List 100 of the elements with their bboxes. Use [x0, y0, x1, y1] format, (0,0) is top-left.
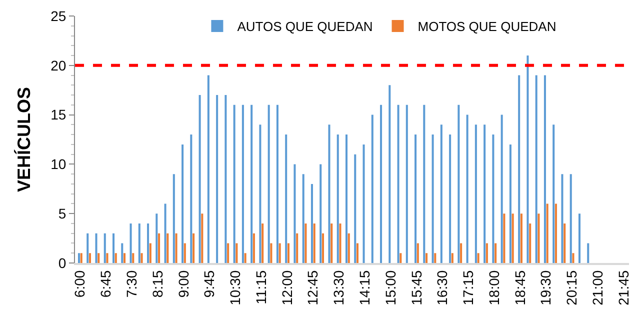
bar [216, 95, 218, 263]
bar [520, 214, 522, 263]
bar [276, 104, 278, 263]
bar [294, 164, 296, 263]
bar [182, 144, 184, 263]
bar [388, 85, 391, 263]
bar [380, 104, 382, 263]
bar [578, 214, 580, 263]
bar [474, 124, 477, 263]
bar [132, 253, 134, 263]
bar [322, 233, 324, 263]
bar [426, 253, 428, 263]
bar [252, 233, 255, 263]
bar [561, 174, 564, 263]
bar [268, 104, 270, 263]
bar [544, 75, 546, 263]
x-tick-label: 11:15 [252, 270, 269, 304]
x-tick-label: 12:00 [278, 270, 295, 306]
bar [270, 243, 272, 263]
bar [509, 144, 512, 263]
bar [227, 243, 230, 263]
bar [529, 223, 532, 263]
x-tick-label: 6:00 [72, 270, 88, 298]
bar [518, 75, 520, 263]
bar [244, 253, 246, 263]
bar [130, 223, 132, 263]
x-tick-label: 18:00 [486, 270, 502, 306]
legend-label: MOTOS QUE QUEDAN [418, 19, 556, 34]
bar [95, 233, 98, 263]
bar [114, 253, 117, 263]
bar [546, 204, 548, 263]
x-tick-label: 8:15 [149, 270, 166, 298]
bar [330, 223, 333, 263]
bar [526, 56, 529, 263]
x-tick-label: 15:00 [382, 270, 398, 306]
bar [86, 233, 89, 263]
bar [124, 253, 126, 263]
bar [98, 253, 100, 263]
bar [339, 223, 342, 263]
bar [348, 233, 350, 263]
y-tick-label: 15 [50, 106, 66, 123]
x-tick-label: 20:15 [564, 270, 580, 306]
x-tick-label: 15:45 [408, 270, 424, 306]
bar [207, 75, 210, 263]
bar [423, 104, 426, 263]
bar [406, 104, 408, 263]
bar [310, 184, 313, 263]
bar [262, 223, 264, 263]
x-tick-label: 9:45 [201, 270, 218, 298]
bar [78, 253, 80, 263]
bar [572, 253, 574, 263]
bar [233, 104, 236, 263]
y-tick-label: 20 [50, 57, 66, 74]
bar [250, 104, 253, 263]
bar [356, 243, 359, 263]
bar [164, 204, 166, 263]
bar [503, 214, 506, 263]
bar [285, 134, 288, 263]
bar [106, 253, 108, 263]
bar [587, 243, 590, 263]
x-tick-label: 7:30 [124, 270, 140, 298]
x-tick-label: 10:30 [227, 270, 244, 306]
bar [458, 104, 460, 263]
bar [172, 174, 175, 263]
bar [538, 214, 540, 263]
bar [414, 134, 417, 263]
bar [460, 243, 462, 263]
bar [486, 243, 488, 263]
y-axis-title: VEHÍCULOS [14, 86, 34, 192]
bar [304, 223, 307, 263]
bar [416, 243, 419, 263]
bar [259, 124, 262, 263]
bar [500, 114, 503, 263]
bar [112, 233, 115, 263]
bar [287, 243, 290, 263]
bar [190, 134, 192, 263]
bar [564, 223, 566, 263]
bar [184, 243, 186, 263]
bar [242, 104, 244, 263]
bar [371, 114, 374, 263]
bar [121, 243, 124, 263]
bar [328, 124, 330, 263]
bar [552, 124, 555, 263]
x-tick-label: 12:45 [304, 270, 321, 306]
y-tick-label: 25 [50, 8, 66, 24]
bar [345, 134, 348, 263]
bar [400, 253, 402, 263]
bar [466, 114, 468, 263]
bar [104, 233, 106, 263]
bar [236, 243, 238, 263]
y-tick-label: 5 [58, 206, 66, 222]
bar [302, 174, 304, 263]
bar [166, 233, 169, 263]
bar [554, 204, 557, 263]
bar [492, 134, 494, 263]
bar [354, 154, 356, 263]
bar [147, 223, 150, 263]
bar [449, 134, 452, 263]
bar [156, 214, 158, 263]
bar [451, 253, 454, 263]
